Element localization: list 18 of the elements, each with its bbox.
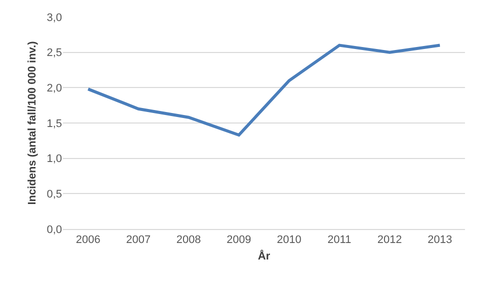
x-axis-title: År bbox=[258, 249, 271, 262]
x-tick-label: 2013 bbox=[428, 234, 452, 246]
y-tick-label: 2,0 bbox=[46, 82, 62, 95]
x-tick-label: 2007 bbox=[126, 234, 151, 246]
y-tick-label: 0,0 bbox=[46, 224, 62, 236]
y-tick-label: 1,0 bbox=[46, 153, 62, 166]
x-tick-label: 2006 bbox=[76, 234, 100, 246]
x-tick-label: 2010 bbox=[276, 234, 302, 246]
y-tick-label: 3,0 bbox=[46, 12, 62, 24]
y-tick-label: 2,5 bbox=[46, 47, 62, 60]
x-tick-label: 2009 bbox=[226, 234, 252, 246]
x-tick-label: 2011 bbox=[328, 234, 352, 246]
x-tick-label: 2012 bbox=[377, 234, 402, 246]
y-axis-title: Incidens (antal fall/100 000 inv.) bbox=[26, 40, 38, 205]
x-tick-label: 2008 bbox=[176, 234, 201, 246]
y-tick-label: 1,5 bbox=[46, 118, 62, 130]
line-series bbox=[86, 44, 442, 137]
y-tick-label: 0,5 bbox=[46, 188, 62, 201]
